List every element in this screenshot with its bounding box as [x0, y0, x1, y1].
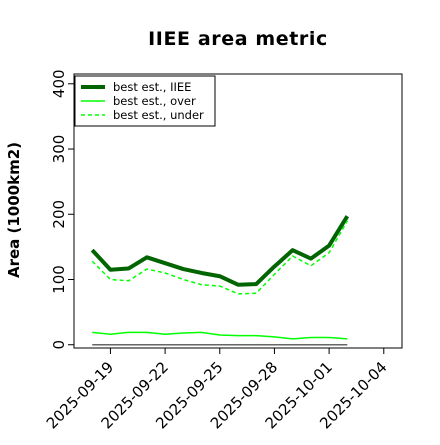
- y-tick-label: 400: [50, 69, 68, 98]
- y-tick-label: 200: [50, 200, 68, 229]
- plot-frame: [73, 73, 403, 349]
- series-line-2: [91, 220, 348, 295]
- legend-label: best est., over: [113, 94, 196, 108]
- series-line-1: [92, 331, 348, 340]
- legend-label: best est., IIEE: [113, 80, 191, 94]
- series-line-0: [90, 215, 350, 287]
- y-tick-label: 0: [50, 340, 68, 350]
- y-axis-label: Area (1000km2): [5, 142, 23, 278]
- y-tick-label: 100: [50, 265, 68, 294]
- legend-label: best est., under: [113, 108, 204, 122]
- y-tick-label: 300: [50, 135, 68, 164]
- legend-box: [74, 75, 216, 127]
- chart-title: IIEE area metric: [148, 28, 328, 50]
